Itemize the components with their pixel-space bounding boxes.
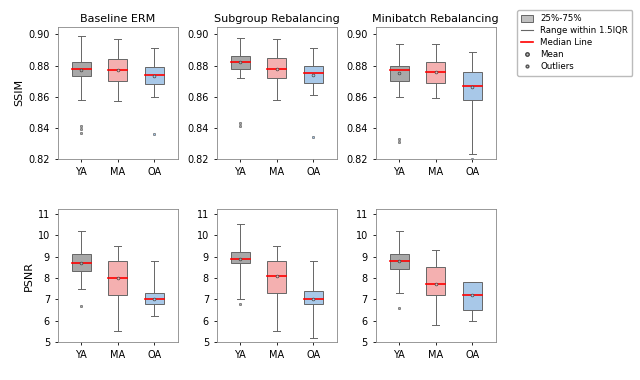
Bar [426, 62, 445, 83]
Title: Minibatch Rebalancing: Minibatch Rebalancing [372, 14, 499, 24]
Bar [72, 62, 91, 76]
Bar [268, 261, 286, 293]
Bar [463, 282, 482, 310]
Bar [426, 267, 445, 295]
Bar [108, 59, 127, 81]
Title: Subgroup Rebalancing: Subgroup Rebalancing [214, 14, 340, 24]
Title: Baseline ERM: Baseline ERM [80, 14, 156, 24]
Bar [390, 66, 409, 81]
Legend: 25%-75%, Range within 1.5IQR, Median Line, Mean, Outliers: 25%-75%, Range within 1.5IQR, Median Lin… [517, 10, 632, 76]
Bar [304, 291, 323, 304]
Y-axis label: PSNR: PSNR [24, 261, 33, 291]
Bar [145, 67, 164, 84]
Bar [231, 252, 250, 263]
Bar [304, 66, 323, 83]
Y-axis label: SSIM: SSIM [14, 79, 24, 106]
Bar [268, 58, 286, 78]
Bar [145, 293, 164, 304]
Bar [390, 254, 409, 269]
Bar [72, 254, 91, 271]
Bar [108, 261, 127, 295]
Bar [231, 56, 250, 69]
Bar [463, 72, 482, 100]
